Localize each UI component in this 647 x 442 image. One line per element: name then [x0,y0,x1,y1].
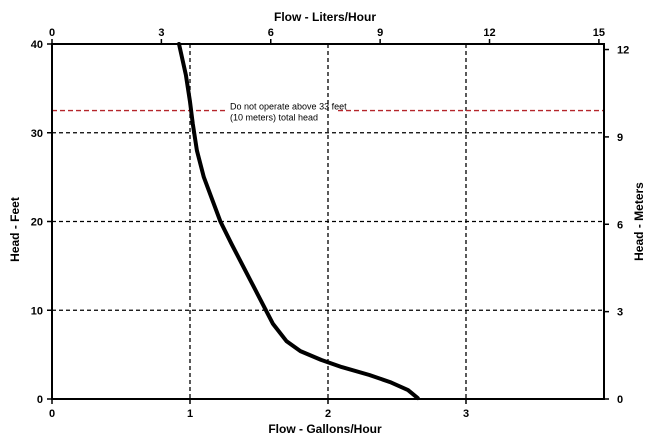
y-tick-label: 40 [31,39,43,51]
y-tick-label: 20 [31,217,43,229]
x-tick-label: 0 [49,408,55,420]
right-y-axis-title: Head - Meters [632,182,646,261]
x-axis-title: Flow - Gallons/Hour [268,422,382,436]
pump-curve-line [177,42,420,401]
right-y-tick-label: 3 [617,307,623,319]
right-y-tick-label: 9 [617,132,623,144]
right-y-tick-label: 12 [617,45,629,57]
x-tick-label: 1 [187,408,193,420]
x-tick-label: 2 [325,408,331,420]
top-x-axis-title: Flow - Liters/Hour [274,10,376,24]
y-axis-title: Head - Feet [8,197,22,262]
annotation-line-1: Do not operate above 33 feet [230,102,347,112]
y-tick-label: 0 [37,394,43,406]
top-x-tick-label: 0 [49,27,55,39]
top-x-tick-label: 6 [268,27,274,39]
y-tick-label: 30 [31,128,43,140]
top-x-tick-label: 15 [593,27,605,39]
top-x-tick-label: 9 [377,27,383,39]
annotation-line-2: (10 meters) total head [230,113,318,123]
top-x-tick-label: 12 [483,27,495,39]
right-y-tick-label: 6 [617,219,623,231]
right-y-tick-label: 0 [617,394,623,406]
x-tick-label: 3 [463,408,469,420]
top-x-tick-label: 3 [158,27,164,39]
y-tick-label: 10 [31,305,43,317]
